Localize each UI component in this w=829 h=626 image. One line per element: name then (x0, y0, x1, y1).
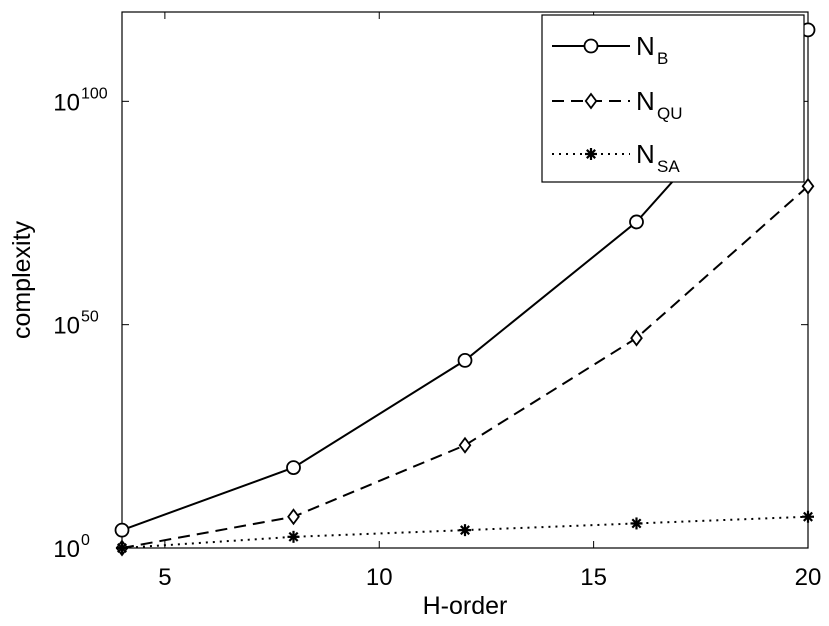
legend: N BN QUN SA (541, 14, 805, 183)
y-tick-exponent: 100 (81, 85, 108, 102)
series-layer (114, 22, 816, 557)
legend-label-sub: SA (657, 157, 680, 176)
x-tick-label: 5 (158, 564, 171, 591)
y-tick-base: 10 (53, 536, 80, 563)
legend-label-main: N (636, 31, 655, 61)
data-point-marker (630, 329, 643, 347)
data-point-marker (287, 508, 300, 526)
data-point-marker (459, 524, 471, 537)
legend-label-sub: B (657, 49, 668, 68)
x-axis-label: H-order (423, 592, 508, 620)
legend-entry-sa: N SA (552, 139, 680, 176)
data-point-marker (458, 436, 472, 454)
data-point-marker (801, 177, 815, 195)
legend-label-main: N (636, 139, 655, 169)
y-tick-base: 10 (53, 89, 80, 116)
series-sa (116, 510, 814, 554)
y-tick-base: 10 (53, 313, 80, 340)
data-point-marker (629, 214, 644, 230)
legend-label-sub: QU (657, 104, 683, 123)
axes-box (121, 11, 809, 549)
legend-label-main: N (636, 86, 655, 116)
data-point-marker (457, 352, 473, 368)
legend-marker (583, 38, 599, 54)
data-point-marker (286, 460, 301, 476)
y-axis-label: complexity (8, 220, 36, 339)
y-tick-exponent: 0 (81, 532, 90, 549)
x-tick-label: 20 (795, 564, 822, 591)
series-line (121, 185, 809, 549)
data-point-marker (114, 522, 130, 538)
data-point-marker (802, 510, 814, 523)
y-tick-exponent: 50 (81, 309, 99, 326)
data-point-marker (116, 542, 128, 554)
data-point-marker (287, 530, 300, 543)
x-tick-label: 10 (366, 564, 393, 591)
y-tick-label: 10 50 (53, 309, 99, 340)
y-tick-label: 10 100 (53, 85, 108, 116)
y-tick-label: 10 0 (53, 532, 90, 563)
x-axis-ticks: 5 10 15 20 (158, 12, 821, 591)
x-tick-label: 15 (580, 564, 607, 591)
legend-entry-qu: N QU (552, 86, 683, 123)
legend-marker (585, 148, 597, 160)
legend-marker (584, 92, 598, 110)
data-point-marker (630, 517, 643, 530)
